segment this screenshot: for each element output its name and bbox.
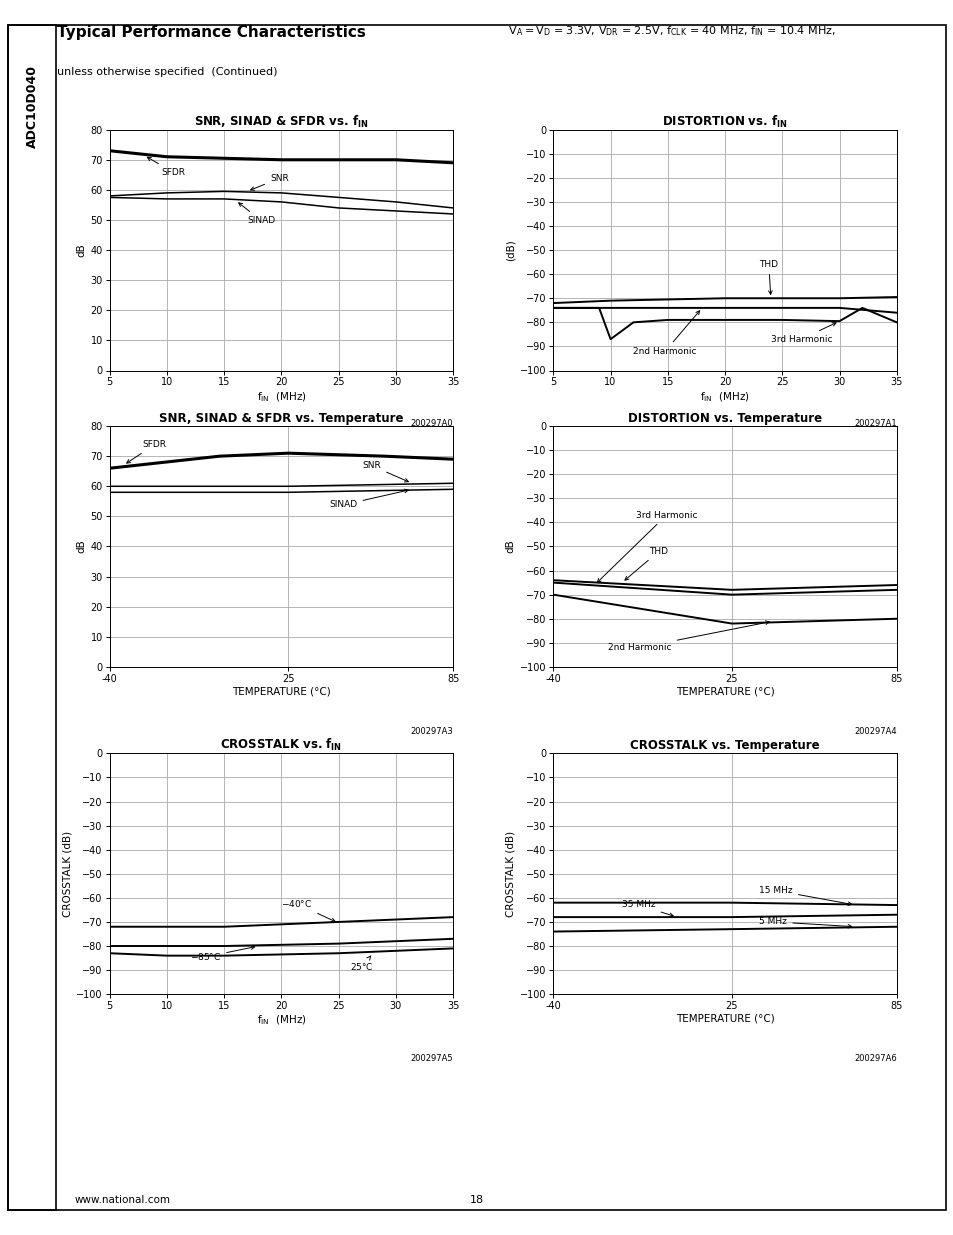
Text: 3rd Harmonic: 3rd Harmonic [597,510,697,583]
Y-axis label: dB: dB [76,243,86,257]
Text: 200297A3: 200297A3 [410,727,453,736]
Text: $V_A = V_D$ = 3.3V, $V_{DR}$ = 2.5V, $f_{CLK}$ = 40 MHz, $f_{IN}$ = 10.4 MHz,: $V_A = V_D$ = 3.3V, $V_{DR}$ = 2.5V, $f_… [505,25,835,38]
Text: www.national.com: www.national.com [75,1195,171,1205]
Text: SFDR: SFDR [127,440,167,463]
Text: 200297A6: 200297A6 [853,1055,896,1063]
Text: unless otherwise specified  (Continued): unless otherwise specified (Continued) [57,67,277,77]
Title: DISTORTION vs. Temperature: DISTORTION vs. Temperature [627,412,821,425]
Bar [8,25,56,1210]
Text: 15 MHz: 15 MHz [759,885,851,905]
Y-axis label: (dB): (dB) [505,240,516,261]
Text: $-85$°C: $-85$°C [190,946,254,962]
Text: 2nd Harmonic: 2nd Harmonic [608,621,768,652]
Y-axis label: CROSSTALK (dB): CROSSTALK (dB) [62,831,72,916]
Y-axis label: dB: dB [76,540,86,553]
Text: THD: THD [624,547,668,580]
Title: CROSSTALK vs. $f_{IN}$: CROSSTALK vs. $f_{IN}$ [220,737,342,753]
Text: SINAD: SINAD [238,203,274,225]
X-axis label: $f_{IN}$  (MHz): $f_{IN}$ (MHz) [256,1014,306,1028]
Text: SINAD: SINAD [329,489,408,509]
Text: THD: THD [759,259,778,294]
X-axis label: TEMPERATURE (°C): TEMPERATURE (°C) [675,687,774,697]
X-axis label: TEMPERATURE (°C): TEMPERATURE (°C) [675,1014,774,1024]
Text: Typical Performance Characteristics: Typical Performance Characteristics [57,25,366,40]
Text: $-40$°C: $-40$°C [281,899,335,921]
Title: CROSSTALK vs. Temperature: CROSSTALK vs. Temperature [630,740,819,752]
Y-axis label: CROSSTALK (dB): CROSSTALK (dB) [505,831,516,916]
Title: DISTORTION vs. $f_{IN}$: DISTORTION vs. $f_{IN}$ [661,114,787,130]
Text: 200297A4: 200297A4 [853,727,896,736]
Text: 3rd Harmonic: 3rd Harmonic [770,322,835,343]
Title: SNR, SINAD & SFDR vs. $f_{IN}$: SNR, SINAD & SFDR vs. $f_{IN}$ [194,114,368,130]
Text: SFDR: SFDR [147,157,185,177]
X-axis label: TEMPERATURE (°C): TEMPERATURE (°C) [232,687,331,697]
Title: SNR, SINAD & SFDR vs. Temperature: SNR, SINAD & SFDR vs. Temperature [159,412,403,425]
Text: SNR: SNR [251,174,289,190]
Text: SNR: SNR [362,461,408,482]
Text: $25$°C: $25$°C [350,956,374,972]
X-axis label: $f_{IN}$  (MHz): $f_{IN}$ (MHz) [700,390,749,404]
Text: 200297A5: 200297A5 [410,1055,453,1063]
Text: ADC10D040: ADC10D040 [26,65,38,148]
Text: 2nd Harmonic: 2nd Harmonic [633,311,699,356]
Y-axis label: dB: dB [505,540,516,553]
Text: 35 MHz: 35 MHz [621,900,673,916]
Text: 200297A0: 200297A0 [410,419,453,427]
Text: 5 MHz: 5 MHz [759,918,851,927]
X-axis label: $f_{IN}$  (MHz): $f_{IN}$ (MHz) [256,390,306,404]
Text: 200297A1: 200297A1 [853,419,896,427]
Text: 18: 18 [470,1195,483,1205]
